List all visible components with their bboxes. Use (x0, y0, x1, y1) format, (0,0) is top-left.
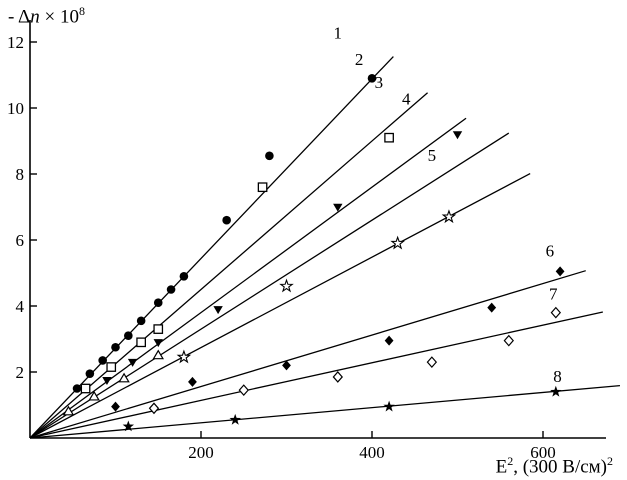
triangle-up-open-marker (152, 349, 164, 360)
circle-filled-marker (124, 331, 133, 341)
star-open-marker (176, 349, 192, 364)
series-6-fit-line (29, 270, 586, 439)
series-4: 4 (29, 90, 510, 439)
triangle-down-filled-marker (452, 131, 463, 140)
square-open-marker (136, 337, 146, 348)
y-label-mid: × 10 (39, 6, 79, 28)
y-tick-label: 6 (16, 231, 25, 250)
circle-filled-marker (222, 215, 231, 225)
circle-filled-marker (153, 298, 163, 308)
series-8: 8 (29, 367, 621, 439)
x-label-symbol: E (495, 456, 508, 477)
star-open-marker (279, 278, 294, 293)
x-tick-label: 600 (530, 443, 556, 462)
square-open-marker (257, 182, 268, 193)
x-tick-label: 200 (188, 443, 214, 462)
diamond-open-marker (503, 334, 514, 347)
y-label-exponent: 8 (78, 4, 85, 18)
triangle-up-open-marker (62, 405, 75, 416)
y-label-prefix: - Δ (8, 6, 31, 28)
diamond-open-marker (148, 402, 160, 415)
square-open-marker (153, 324, 164, 334)
diamond-filled-marker (384, 335, 394, 346)
triangle-down-filled-marker (127, 358, 138, 367)
y-axis-label: - Δn × 108 (8, 4, 85, 28)
diamond-filled-marker (487, 302, 497, 313)
series-8-number-label: 8 (553, 367, 562, 386)
series-5-fit-line (29, 172, 531, 439)
x-label-exponent2: 2 (607, 453, 613, 468)
square-open-marker (106, 362, 117, 372)
circle-filled-marker (111, 342, 120, 352)
circle-filled-marker (98, 356, 107, 365)
square-open-marker (384, 132, 394, 143)
x-label-units: , (300 В/см) (513, 456, 607, 477)
series-1-number-label: 1 (334, 24, 343, 43)
series-2: 2 (29, 50, 429, 439)
y-label-variable: n (30, 6, 40, 28)
series-2-number-label: 2 (355, 50, 364, 69)
diamond-open-marker (238, 384, 249, 397)
series-6: 6 (29, 242, 586, 439)
series-3-fit-line (29, 117, 467, 439)
circle-filled-marker (367, 74, 377, 83)
circle-filled-marker (265, 151, 274, 161)
series-7-fit-line (29, 311, 603, 439)
triangle-up-open-marker (118, 372, 130, 383)
diamond-open-marker (426, 356, 438, 369)
square-open-marker (80, 383, 91, 394)
series-5-number-label: 5 (428, 146, 437, 165)
diamond-filled-marker (282, 360, 291, 371)
diamond-filled-marker (188, 376, 197, 387)
star-filled-marker (229, 413, 241, 425)
diamond-filled-marker (111, 401, 120, 412)
circle-filled-marker (136, 316, 146, 326)
triangle-down-filled-marker (213, 306, 223, 315)
series-4-number-label: 4 (402, 90, 411, 109)
y-tick-label: 10 (7, 99, 24, 118)
x-axis-label: E2, (300 В/см)2 (496, 454, 613, 478)
diamond-open-marker (332, 371, 343, 383)
circle-filled-marker (85, 369, 95, 378)
y-tick-label: 2 (16, 363, 25, 382)
series-6-number-label: 6 (546, 242, 555, 261)
series-3-number-label: 3 (375, 73, 384, 92)
series-3: 3 (29, 73, 467, 439)
triangle-down-filled-marker (102, 377, 112, 386)
star-open-marker (441, 209, 457, 224)
triangle-down-filled-marker (153, 339, 163, 348)
circle-filled-marker (179, 272, 189, 281)
star-filled-marker (383, 400, 395, 412)
x-tick-label: 400 (359, 443, 385, 462)
series-7: 7 (29, 284, 603, 439)
triangle-up-open-marker (88, 390, 100, 401)
series-5: 5 (29, 146, 531, 439)
series-4-fit-line (29, 132, 510, 439)
star-filled-marker (550, 385, 562, 397)
series-2-fit-line (29, 92, 429, 439)
series-8-fit-line (29, 384, 621, 439)
series-1: 1 (29, 24, 394, 439)
x-label-exponent1: 2 (507, 453, 514, 468)
y-tick-label: 12 (7, 33, 24, 52)
triangle-down-filled-marker (333, 203, 343, 212)
series-7-number-label: 7 (549, 284, 558, 303)
diamond-open-marker (550, 306, 562, 319)
circle-filled-marker (166, 285, 176, 294)
diamond-filled-marker (555, 266, 565, 277)
star-filled-marker (122, 420, 135, 432)
star-open-marker (390, 235, 405, 250)
circle-filled-marker (72, 384, 82, 393)
y-tick-label: 4 (16, 297, 25, 316)
y-tick-label: 8 (16, 165, 25, 184)
